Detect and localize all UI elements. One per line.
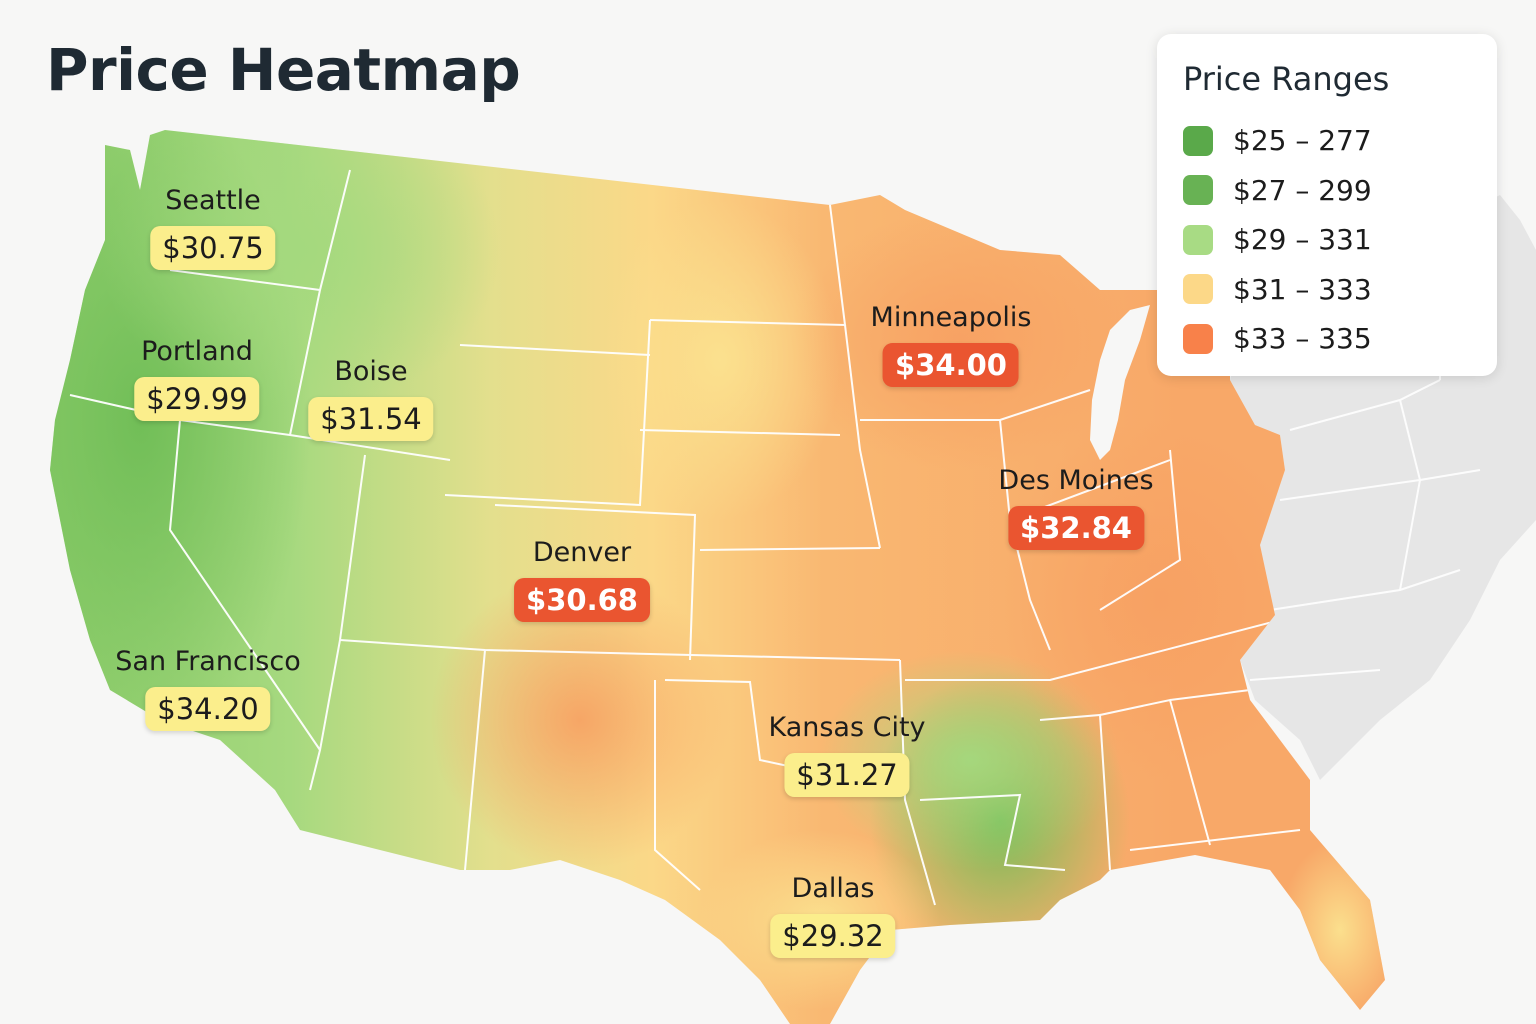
legend-item: $31 – 333 xyxy=(1183,265,1471,315)
price-badge: $34.00 xyxy=(883,343,1019,387)
east-coast-borders xyxy=(1249,300,1481,681)
price-legend: Price Ranges $25 – 277 $27 – 299 $29 – 3… xyxy=(1157,34,1497,376)
legend-label: $25 – 277 xyxy=(1233,124,1372,158)
legend-swatch xyxy=(1183,175,1213,206)
legend-swatch xyxy=(1183,274,1213,305)
lake-michigan xyxy=(1090,305,1150,460)
city-name: Boise xyxy=(334,356,408,387)
city-name: Denver xyxy=(532,537,632,568)
legend-item: $29 – 331 xyxy=(1183,215,1471,265)
city-marker-kansas-city[interactable]: Kansas City $31.27 xyxy=(768,712,926,797)
city-name: Minneapolis xyxy=(870,302,1032,333)
legend-item: $33 – 335 xyxy=(1183,314,1471,364)
city-marker-portland[interactable]: Portland $29.99 xyxy=(134,336,260,421)
price-badge: $32.84 xyxy=(1008,506,1144,550)
price-badge: $31.54 xyxy=(308,397,434,441)
legend-label: $31 – 333 xyxy=(1233,272,1372,306)
city-marker-dallas[interactable]: Dallas $29.32 xyxy=(770,873,896,958)
legend-swatch xyxy=(1183,323,1213,354)
legend-swatch xyxy=(1183,224,1213,255)
city-marker-seattle[interactable]: Seattle $30.75 xyxy=(150,185,276,270)
price-badge: $31.27 xyxy=(784,753,910,797)
city-name: Des Moines xyxy=(998,465,1154,496)
city-name: Seattle xyxy=(165,185,261,216)
price-badge: $29.99 xyxy=(134,377,260,421)
price-badge: $30.75 xyxy=(150,226,276,270)
price-badge: $30.68 xyxy=(514,578,650,622)
legend-title: Price Ranges xyxy=(1183,60,1390,98)
city-name: San Francisco xyxy=(115,646,301,677)
city-name: Portland xyxy=(141,336,253,367)
legend-label: $27 – 299 xyxy=(1233,173,1372,207)
state-borders xyxy=(69,169,1301,906)
legend-label: $29 – 331 xyxy=(1233,223,1372,257)
legend-swatch xyxy=(1183,125,1213,156)
city-marker-san-francisco[interactable]: San Francisco $34.20 xyxy=(115,646,301,731)
price-badge: $29.32 xyxy=(770,914,896,958)
city-marker-des-moines[interactable]: Des Moines $32.84 xyxy=(998,465,1154,550)
city-marker-denver[interactable]: Denver $30.68 xyxy=(514,537,650,622)
city-marker-minneapolis[interactable]: Minneapolis $34.00 xyxy=(870,302,1032,387)
city-name: Dallas xyxy=(791,873,875,904)
legend-item: $27 – 299 xyxy=(1183,166,1471,216)
legend-item: $25 – 277 xyxy=(1183,116,1471,166)
city-marker-boise[interactable]: Boise $31.54 xyxy=(308,356,434,441)
city-name: Kansas City xyxy=(768,712,926,743)
page-title: Price Heatmap xyxy=(46,36,521,104)
legend-label: $33 – 335 xyxy=(1233,322,1372,356)
price-badge: $34.20 xyxy=(145,687,271,731)
